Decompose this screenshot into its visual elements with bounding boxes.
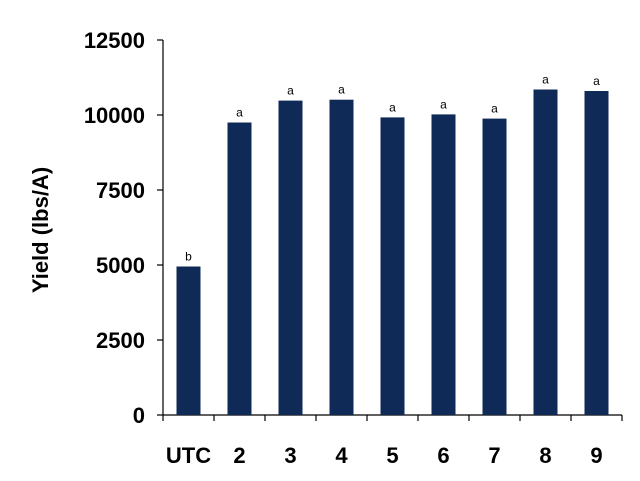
significance-label: a bbox=[593, 74, 600, 88]
bar-8 bbox=[533, 89, 558, 415]
y-tick-label: 12500 bbox=[84, 28, 145, 53]
significance-label: b bbox=[185, 250, 192, 264]
y-tick-label: 7500 bbox=[96, 178, 145, 203]
significance-label: a bbox=[236, 106, 243, 120]
bar-2 bbox=[227, 122, 252, 415]
y-tick-label: 0 bbox=[133, 403, 145, 428]
plot-area: 0 2500 5000 7500 10000 12500 b UTC a 2 a 3 a 4 a 5 a 6 a 7 a… bbox=[84, 28, 623, 468]
significance-label: a bbox=[542, 73, 549, 87]
bar-4 bbox=[329, 99, 354, 415]
significance-label: a bbox=[389, 100, 396, 114]
significance-label: a bbox=[287, 84, 294, 98]
bar-7 bbox=[482, 118, 507, 415]
significance-label: a bbox=[440, 97, 447, 111]
bar-6 bbox=[431, 114, 456, 416]
y-tick-label: 2500 bbox=[96, 328, 145, 353]
y-axis-title: Yield (lbs/A) bbox=[28, 167, 53, 293]
bar-5 bbox=[380, 117, 405, 416]
y-axis-title-group: Yield (lbs/A) bbox=[28, 167, 53, 293]
x-tick-label: 9 bbox=[590, 443, 602, 468]
y-tick-label: 10000 bbox=[84, 103, 145, 128]
bar-utc bbox=[176, 266, 201, 415]
significance-label: a bbox=[338, 83, 345, 97]
bar-3 bbox=[278, 100, 303, 415]
x-tick-label: 2 bbox=[233, 443, 245, 468]
x-tick-label: UTC bbox=[166, 443, 211, 468]
x-tick-label: 7 bbox=[488, 443, 500, 468]
x-tick-label: 6 bbox=[437, 443, 449, 468]
bar-9 bbox=[584, 91, 609, 415]
x-tick-label: 3 bbox=[284, 443, 296, 468]
x-tick-label: 8 bbox=[539, 443, 551, 468]
y-tick-label: 5000 bbox=[96, 253, 145, 278]
significance-label: a bbox=[491, 102, 498, 116]
x-tick-label: 5 bbox=[386, 443, 398, 468]
x-tick-label: 4 bbox=[335, 443, 348, 468]
